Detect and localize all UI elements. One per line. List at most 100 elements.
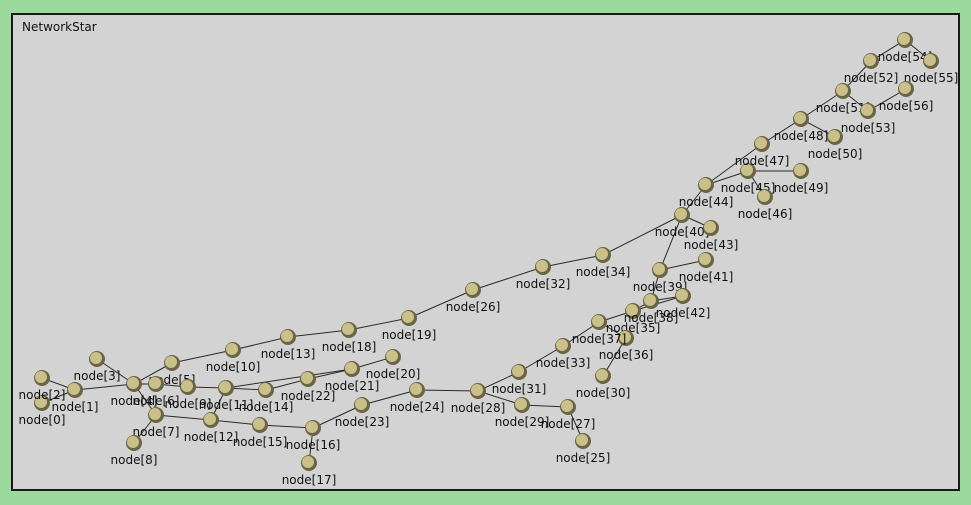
node-label: node[39]: [633, 280, 688, 294]
edge-32-34: [542, 254, 604, 268]
node-icon-highlight: [536, 260, 548, 272]
node-23[interactable]: node[23]: [335, 397, 390, 429]
node-icon-highlight: [90, 352, 102, 364]
node-39[interactable]: node[39]: [633, 262, 688, 294]
node-33[interactable]: node[33]: [536, 338, 591, 370]
node-24[interactable]: node[24]: [390, 382, 445, 414]
node-49[interactable]: node[49]: [774, 163, 829, 195]
node-icon-highlight: [386, 350, 398, 362]
node-42[interactable]: node[42]: [656, 288, 711, 320]
node-32[interactable]: node[32]: [516, 259, 571, 291]
node-icon-highlight: [619, 331, 631, 343]
node-1[interactable]: node[1]: [52, 382, 99, 414]
node-36[interactable]: node[36]: [599, 330, 654, 362]
node-43[interactable]: node[43]: [684, 220, 739, 252]
node-55[interactable]: node[55]: [904, 53, 958, 85]
node-4[interactable]: node[4]: [111, 376, 158, 408]
node-label: node[15]: [233, 435, 288, 449]
node-label: node[42]: [656, 306, 711, 320]
node-11[interactable]: node[11]: [199, 380, 254, 412]
node-icon-highlight: [626, 304, 638, 316]
node-icon-highlight: [219, 381, 231, 393]
node-icon-highlight: [35, 396, 47, 408]
node-31[interactable]: node[31]: [492, 364, 547, 396]
node-18[interactable]: node[18]: [322, 322, 377, 354]
node-icon-highlight: [704, 221, 716, 233]
node-20[interactable]: node[20]: [366, 349, 421, 381]
node-label: node[18]: [322, 340, 377, 354]
node-icon-highlight: [306, 421, 318, 433]
node-icon-highlight: [302, 456, 314, 468]
edge-16-23: [312, 404, 363, 429]
node-label: node[28]: [451, 401, 506, 415]
node-56[interactable]: node[56]: [879, 81, 934, 113]
node-50[interactable]: node[50]: [808, 129, 863, 161]
node-47[interactable]: node[47]: [735, 136, 790, 168]
node-icon-highlight: [259, 383, 271, 395]
node-icon-highlight: [741, 164, 753, 176]
node-label: node[44]: [679, 195, 734, 209]
node-34[interactable]: node[34]: [576, 247, 631, 279]
node-icon-highlight: [68, 383, 80, 395]
node-icon-highlight: [556, 339, 568, 351]
node-48[interactable]: node[48]: [774, 111, 829, 143]
node-25[interactable]: node[25]: [556, 433, 611, 465]
node-label: node[53]: [841, 121, 896, 135]
node-icon-highlight: [676, 289, 688, 301]
node-icon-highlight: [226, 343, 238, 355]
node-46[interactable]: node[46]: [738, 189, 793, 221]
node-54[interactable]: node[54]: [878, 32, 933, 64]
node-35[interactable]: node[35]: [606, 303, 661, 335]
node-label: node[40]: [655, 225, 710, 239]
edge-15-16: [259, 424, 314, 429]
node-icon-highlight: [253, 418, 265, 430]
node-44[interactable]: node[44]: [679, 177, 734, 209]
node-10[interactable]: node[10]: [206, 342, 261, 374]
node-28[interactable]: node[28]: [451, 383, 506, 415]
node-label: node[49]: [774, 181, 829, 195]
edge-1-4: [74, 383, 135, 391]
node-27[interactable]: node[27]: [541, 399, 596, 431]
node-12[interactable]: node[12]: [184, 412, 239, 444]
node-7[interactable]: node[7]: [133, 407, 180, 439]
node-21[interactable]: node[21]: [325, 361, 380, 393]
node-16[interactable]: node[16]: [286, 420, 341, 452]
node-9[interactable]: node[9]: [165, 379, 212, 411]
node-17[interactable]: node[17]: [282, 455, 337, 487]
node-22[interactable]: node[22]: [281, 371, 336, 403]
node-label: node[34]: [576, 265, 631, 279]
node-label: node[16]: [286, 438, 341, 452]
node-icon-highlight: [924, 54, 936, 66]
node-2[interactable]: node[2]: [19, 370, 66, 402]
node-53[interactable]: node[53]: [841, 103, 896, 135]
node-label: node[2]: [19, 388, 66, 402]
node-51[interactable]: node[51]: [816, 83, 871, 115]
node-icon-highlight: [355, 398, 367, 410]
node-0[interactable]: node[0]: [19, 395, 66, 427]
node-6[interactable]: node[6]: [133, 376, 180, 408]
node-8[interactable]: node[8]: [111, 435, 158, 467]
node-37[interactable]: node[37]: [572, 314, 627, 346]
node-40[interactable]: node[40]: [655, 207, 710, 239]
node-38[interactable]: node[38]: [624, 293, 679, 325]
node-label: node[25]: [556, 451, 611, 465]
node-label: node[4]: [111, 394, 158, 408]
node-19[interactable]: node[19]: [382, 310, 437, 342]
network-graph[interactable]: node[0]node[1]node[2]node[3]node[4]node[…: [13, 15, 958, 489]
node-3[interactable]: node[3]: [74, 351, 121, 383]
node-52[interactable]: node[52]: [844, 53, 899, 85]
network-canvas[interactable]: NetworkStar node[0] node[1] node[2] node[3]…: [11, 13, 960, 491]
node-15[interactable]: node[15]: [233, 417, 288, 449]
node-icon-highlight: [410, 383, 422, 395]
node-label: node[56]: [879, 99, 934, 113]
node-label: node[52]: [844, 71, 899, 85]
node-26[interactable]: node[26]: [446, 282, 501, 314]
node-30[interactable]: node[30]: [576, 368, 631, 400]
node-14[interactable]: node[14]: [239, 382, 294, 414]
edge-24-28: [416, 389, 479, 392]
node-13[interactable]: node[13]: [261, 329, 316, 361]
node-41[interactable]: node[41]: [679, 252, 734, 284]
node-icon-highlight: [699, 178, 711, 190]
node-29[interactable]: node[29]: [495, 397, 550, 429]
node-label: node[50]: [808, 147, 863, 161]
